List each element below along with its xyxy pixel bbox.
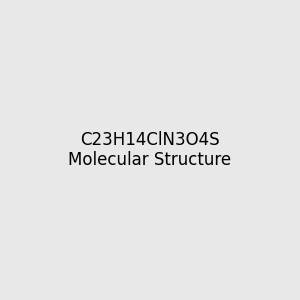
Text: C23H14ClN3O4S
Molecular Structure: C23H14ClN3O4S Molecular Structure bbox=[68, 130, 232, 170]
